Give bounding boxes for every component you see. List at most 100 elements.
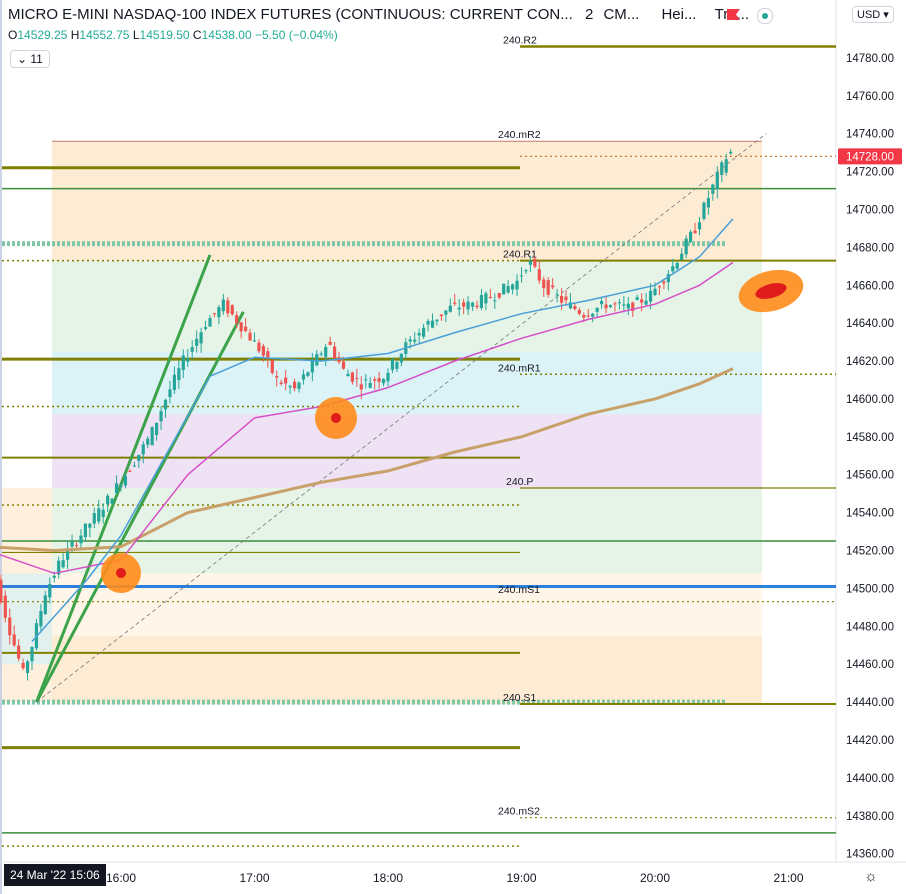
- candle-body: [30, 646, 34, 662]
- candle-body: [212, 313, 217, 315]
- candle-body: [422, 327, 426, 337]
- pivot-label: 240.S1: [503, 692, 536, 704]
- indicators-toggle[interactable]: ⌄ 11: [10, 50, 50, 68]
- market-status-icon: [757, 8, 773, 24]
- candle-body: [315, 354, 319, 366]
- candle-body: [524, 270, 528, 272]
- candle-body: [564, 296, 568, 301]
- candle-body: [101, 509, 105, 518]
- candle-body: [600, 300, 604, 305]
- candle-body: [533, 258, 537, 267]
- candle-body: [275, 376, 279, 378]
- price-tick-label: 14540.00: [846, 508, 894, 520]
- pivot-label: 240.P: [506, 476, 533, 488]
- candle-body: [381, 379, 386, 384]
- currency-selector[interactable]: USD ▾: [852, 6, 894, 23]
- candle-body: [511, 284, 515, 290]
- candle-body: [689, 231, 693, 242]
- candle-body: [350, 372, 354, 382]
- price-tick-label: 14380.00: [846, 811, 894, 823]
- flag-icon[interactable]: [727, 9, 740, 20]
- candle-body: [430, 320, 435, 328]
- candle-body: [644, 300, 648, 305]
- pivot-zone: [52, 635, 762, 705]
- candle-body: [3, 595, 7, 618]
- pivot-label: 240.mR2: [498, 129, 541, 141]
- candle-body: [74, 545, 79, 547]
- interval-label[interactable]: 2: [584, 6, 594, 23]
- pivot-zone: [52, 260, 762, 352]
- ohlc-legend: O14529.25 H14552.75 L14519.50 C14538.00 …: [8, 28, 338, 42]
- candle-body: [462, 302, 466, 307]
- settings-icon[interactable]: ☼: [864, 868, 878, 885]
- candle-body: [239, 322, 243, 332]
- candle-body: [163, 399, 168, 410]
- candle-body: [648, 290, 653, 302]
- candle-body: [252, 340, 257, 342]
- candle-body: [475, 305, 479, 307]
- candle-body: [479, 294, 484, 308]
- low-value: 14519.50: [139, 28, 190, 42]
- candle-body: [675, 263, 679, 269]
- candle-body: [208, 318, 212, 327]
- candle-body: [671, 266, 675, 272]
- candle-body: [257, 342, 261, 352]
- price-tick-label: 14440.00: [846, 697, 894, 709]
- candle-body: [693, 230, 697, 234]
- candle-body: [288, 386, 292, 388]
- candle-body: [319, 353, 323, 355]
- candle-body: [79, 535, 83, 544]
- candle-body: [537, 269, 541, 281]
- time-tick-label: 18:00: [373, 871, 403, 885]
- candle-body: [12, 634, 16, 646]
- candle-body: [519, 275, 524, 277]
- candle-body: [453, 302, 457, 304]
- symbol-title-bar[interactable]: MICRO E-MINI NASDAQ-100 INDEX FUTURES (C…: [8, 6, 749, 23]
- candle-body: [702, 202, 706, 219]
- time-tick-label: 16:00: [106, 871, 136, 885]
- exchange-label[interactable]: CM...: [603, 6, 640, 23]
- candle-body: [528, 261, 532, 265]
- candle-body: [177, 368, 181, 381]
- price-tick-label: 14580.00: [846, 432, 894, 444]
- candle-body: [582, 315, 586, 318]
- pivot-zone: [52, 351, 762, 415]
- candle-body: [21, 662, 25, 669]
- ema-slow-line: [0, 367, 734, 552]
- ema-fast-line: [31, 218, 734, 642]
- candle-body: [97, 508, 101, 522]
- indicator-count: 11: [30, 52, 43, 66]
- candle-body: [617, 302, 621, 304]
- candle-body: [373, 379, 377, 381]
- candle-body: [114, 483, 119, 494]
- symbol-title[interactable]: MICRO E-MINI NASDAQ-100 INDEX FUTURES (C…: [8, 6, 573, 23]
- candle-body: [551, 285, 555, 288]
- candle-body: [413, 339, 417, 342]
- candle-body: [52, 575, 56, 578]
- candle-body: [506, 286, 510, 293]
- price-tick-label: 14760.00: [846, 91, 894, 103]
- price-tick-label: 14640.00: [846, 318, 894, 330]
- signal-marker-center: [331, 413, 341, 423]
- candle-body: [439, 314, 443, 317]
- open-label: O: [8, 28, 18, 42]
- candle-body: [631, 302, 635, 311]
- candle-body: [155, 422, 159, 435]
- high-label: H: [70, 28, 80, 42]
- candle-body: [546, 280, 550, 295]
- candle-body: [346, 373, 350, 377]
- candle-body: [364, 379, 368, 381]
- candle-body: [666, 274, 670, 282]
- candle-body: [230, 305, 234, 315]
- candle-body: [368, 382, 372, 388]
- price-tick-label: 14600.00: [846, 394, 894, 406]
- candle-body: [657, 286, 662, 288]
- candle-body: [301, 374, 306, 380]
- candle-body: [493, 300, 497, 302]
- candle-body: [199, 332, 203, 344]
- chart-style-label[interactable]: Hei...: [661, 6, 697, 23]
- candle-body: [328, 341, 332, 345]
- time-tick-label: 21:00: [773, 871, 803, 885]
- candle-body: [150, 427, 154, 446]
